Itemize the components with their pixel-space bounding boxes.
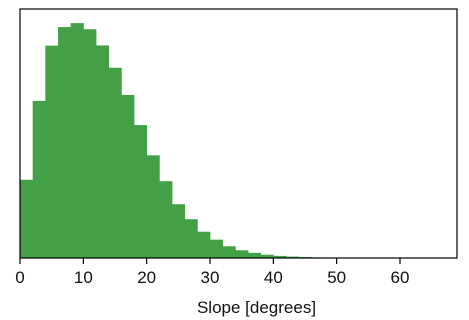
x-axis-ticks: 0 10 20 30 40 50 60 [15,258,409,287]
x-tick-label: 10 [74,268,93,287]
x-axis-label: Slope [degrees] [197,298,316,317]
histogram-bar [184,219,198,258]
x-tick-label: 50 [327,268,346,287]
histogram-bar [83,29,97,259]
x-tick-label: 40 [264,268,283,287]
histogram-bar [159,181,173,258]
histogram-bar [134,125,148,258]
x-tick-label: 0 [15,268,24,287]
histogram-bar [260,254,274,258]
x-tick-label: 20 [137,268,156,287]
x-tick-label: 30 [201,268,220,287]
histogram-bar [222,246,236,258]
histogram-bar [172,204,186,258]
histogram-bars [20,23,350,259]
histogram-bar [210,239,224,258]
histogram-bar [20,179,34,258]
histogram-bar [121,94,135,258]
histogram-bar [146,155,160,258]
histogram-bar [96,45,110,258]
histogram-bar [248,252,262,258]
histogram-bar [108,67,122,258]
plot-frame [19,8,458,259]
histogram-bar [197,231,211,258]
x-tick-label: 60 [391,268,410,287]
histogram-bar [235,250,249,258]
histogram-bar [45,45,59,259]
histogram-bar [58,27,72,259]
histogram-bar [286,256,300,258]
histogram-bar [32,100,46,258]
histogram-bar [70,23,84,259]
histogram-bar [273,255,287,258]
